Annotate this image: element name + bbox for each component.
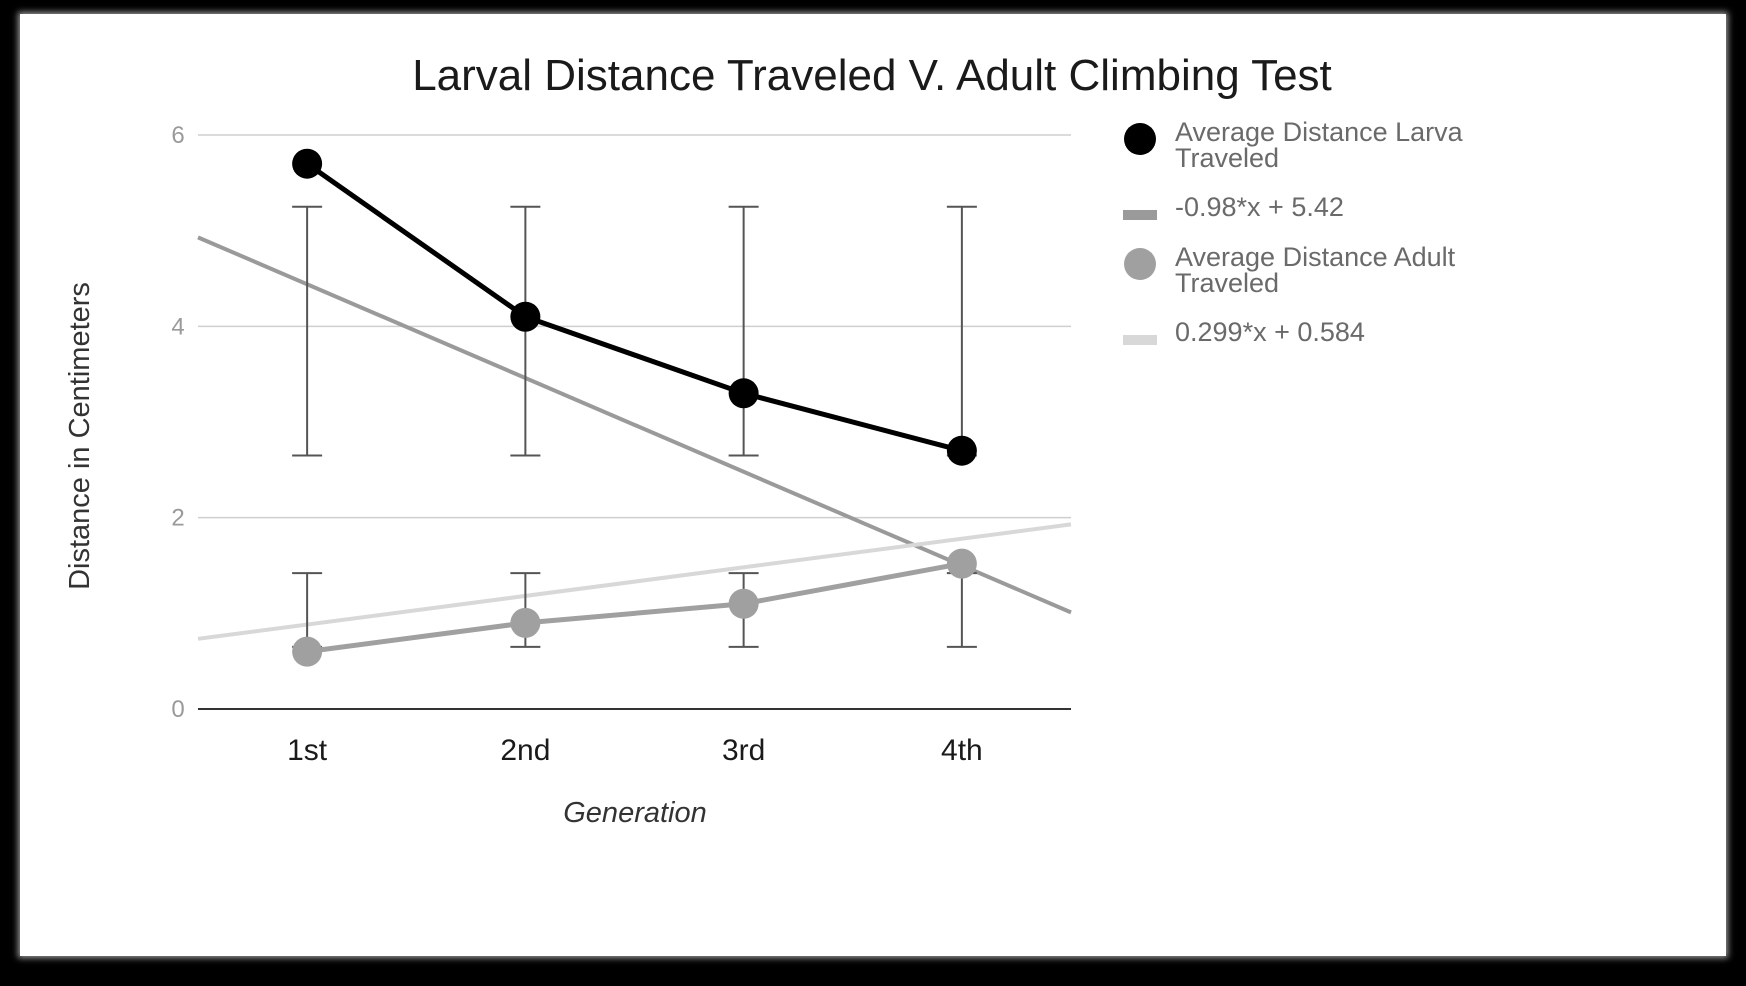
series-lines — [304, 161, 965, 655]
legend-item-1: Average Distance Larva Traveled — [1124, 117, 1464, 173]
chart-frame: Larval Distance Traveled V. Adult Climbi… — [20, 14, 1726, 956]
x-tick-labels: 1st 2nd 3rd 4th — [287, 734, 983, 767]
legend-item-4-swatch — [1123, 335, 1157, 345]
series-2-point-3 — [728, 588, 759, 619]
series-1-line — [304, 161, 965, 454]
y-tick-6: 6 — [171, 122, 184, 149]
y-tick-4: 4 — [171, 313, 184, 340]
x-tick-2nd: 2nd — [500, 734, 550, 767]
series-2-point-4 — [946, 548, 977, 579]
legend-item-3-label: Average Distance Adult Traveled — [1175, 242, 1456, 298]
gridlines — [198, 134, 1071, 710]
x-tick-3rd: 3rd — [722, 734, 765, 767]
chart-title: Larval Distance Traveled V. Adult Climbi… — [412, 51, 1332, 100]
legend-item-3: Average Distance Adult Traveled — [1124, 242, 1456, 298]
trendlines — [197, 235, 1072, 641]
series-2-point-1 — [292, 636, 323, 667]
y-tick-0: 0 — [171, 696, 184, 723]
legend-item-2-swatch — [1123, 210, 1157, 220]
legend-item-3-swatch — [1124, 248, 1156, 280]
legend-item-4: 0.299*x + 0.584 — [1123, 317, 1365, 347]
series-2-point-2 — [510, 607, 541, 638]
trendline-2 — [197, 522, 1072, 641]
legend-item-2: -0.98*x + 5.42 — [1123, 192, 1344, 222]
chart-svg: Larval Distance Traveled V. Adult Climbi… — [64, 51, 1464, 829]
legend-item-2-label: -0.98*x + 5.42 — [1175, 192, 1344, 222]
error-bars — [292, 205, 977, 648]
legend-item-4-label: 0.299*x + 0.584 — [1175, 317, 1365, 347]
y-tick-labels: 0 2 4 6 — [171, 122, 184, 723]
y-tick-2: 2 — [171, 505, 184, 532]
series-1-point-1 — [292, 148, 323, 179]
trendline-1 — [197, 235, 1072, 615]
legend: Average Distance Larva Traveled -0.98*x + … — [1123, 117, 1464, 347]
series-1-point-4 — [946, 435, 977, 466]
y-axis-label: Distance in Centimeters — [64, 282, 96, 590]
series-1-point-2 — [510, 301, 541, 332]
series-1-point-3 — [728, 378, 759, 409]
legend-item-1-swatch — [1124, 123, 1156, 155]
series-2-line — [304, 561, 965, 655]
series-points — [292, 148, 977, 667]
x-tick-1st: 1st — [287, 734, 328, 767]
x-axis-label: Generation — [563, 797, 707, 829]
legend-item-1-label: Average Distance Larva Traveled — [1175, 117, 1464, 173]
x-tick-4th: 4th — [941, 734, 983, 767]
